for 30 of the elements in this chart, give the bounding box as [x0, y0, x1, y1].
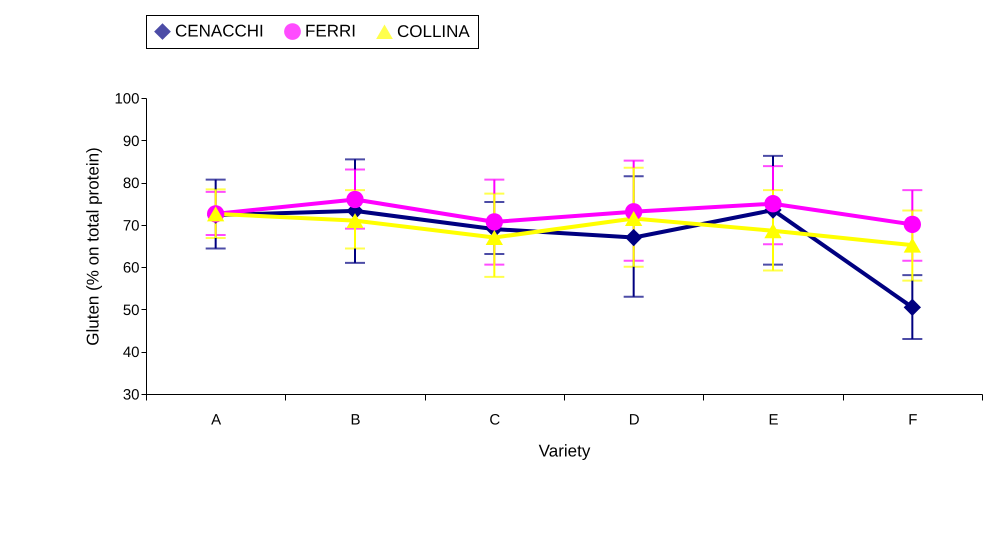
x-axis-title: Variety: [538, 442, 591, 460]
point: [764, 195, 782, 212]
legend-label: CENACCHI: [175, 22, 264, 41]
legend-label: COLLINA: [397, 22, 470, 41]
x-tick-label: E: [768, 412, 779, 428]
y-tick-label: 80: [122, 175, 140, 192]
point: [346, 190, 364, 208]
x-tick-label: A: [211, 412, 222, 428]
point: [346, 213, 364, 228]
y-tick-label: 40: [122, 344, 140, 362]
x-tick-label: D: [628, 412, 640, 428]
point: [764, 223, 782, 238]
x-tick-label: B: [350, 412, 361, 428]
y-tick-label: 50: [122, 302, 140, 319]
point: [486, 230, 503, 246]
y-tick-label: 90: [122, 132, 140, 150]
y-tick-label: 100: [114, 90, 140, 108]
point: [904, 238, 921, 253]
x-tick-label: C: [489, 412, 500, 428]
point: [904, 298, 921, 316]
x-tick-label: F: [908, 412, 918, 428]
point: [625, 211, 642, 226]
legend-label: FERRI: [305, 22, 356, 41]
y-axis-title: Gluten (% on total protein): [83, 147, 102, 346]
point: [486, 213, 503, 231]
y-tick-label: 70: [122, 217, 140, 234]
point: [904, 216, 921, 234]
y-tick-label: 60: [122, 260, 140, 277]
point: [625, 228, 642, 246]
y-tick-label: 30: [122, 386, 140, 404]
